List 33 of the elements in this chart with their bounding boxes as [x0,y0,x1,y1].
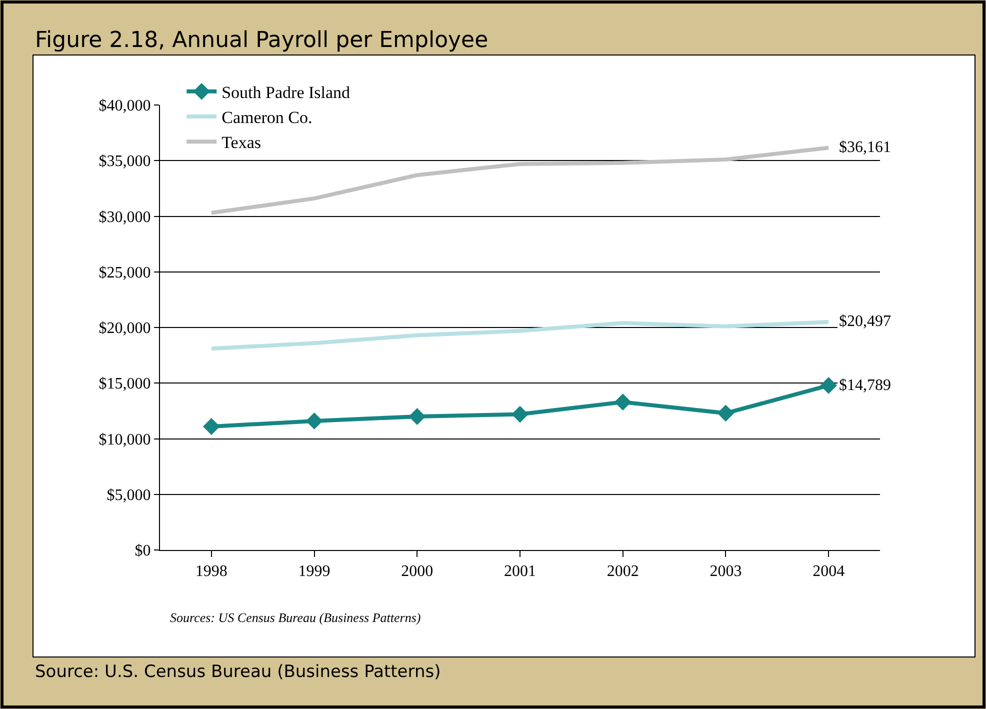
point [614,394,632,410]
y-tick-label: $10,000 [98,431,151,448]
data-label: $20,497 [839,313,891,330]
legend-label: South Padre Island [222,83,351,102]
chart-title: Figure 2.18, Annual Payroll per Employee [35,28,488,53]
point [306,412,323,430]
point [512,406,528,423]
y-tick-label: $15,000 [98,376,151,393]
legend-label: Cameron Co. [222,108,312,128]
x-tick-label: 2004 [812,563,845,580]
source-note: Source: U.S. Census Bureau (Business Patterns) [35,662,441,682]
x-tick-label: 2001 [504,563,536,580]
y-tick-label: $0 [134,542,151,560]
x-tick-label: 2002 [606,563,639,580]
data-label: $14,789 [839,377,891,394]
x-tick-label: 1998 [195,563,228,580]
y-tick-label: $30,000 [98,208,151,226]
point [408,408,426,425]
data-label: $36,161 [839,139,891,156]
x-tick-label: 2003 [710,563,742,580]
point [202,418,220,435]
y-tick-label: $35,000 [98,153,151,170]
x-tick-label: 1999 [298,563,330,580]
y-tick-label: $5,000 [106,486,151,504]
line-series [209,320,831,351]
y-tick-label: $40,000 [98,98,151,115]
point [717,404,734,422]
source-note: Sources: US Census Bureau (Business Patterns) [170,610,421,625]
x-tick-label: 2000 [401,563,434,580]
y-tick-label: $25,000 [98,264,151,282]
legend-label: Texas [222,133,262,152]
point [820,377,838,394]
y-tick-label: $20,000 [98,320,151,338]
